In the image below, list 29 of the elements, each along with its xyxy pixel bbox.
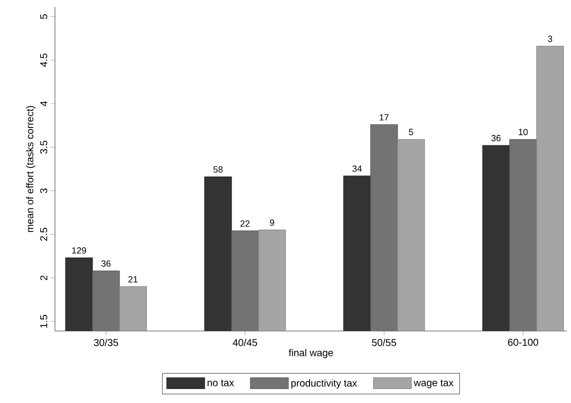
annotation: 58 bbox=[213, 166, 223, 173]
y-tick-label: 4.5 bbox=[40, 54, 48, 67]
y-tick-label: 3.5 bbox=[40, 140, 48, 154]
x-tick-label: 40/45 bbox=[232, 338, 258, 346]
y-tick-label: 2 bbox=[40, 276, 48, 280]
x-tick-label: 30/35 bbox=[94, 338, 118, 346]
annotation: 36 bbox=[101, 260, 111, 267]
annotation: 34 bbox=[352, 165, 362, 172]
y-tick-label: 5 bbox=[40, 14, 48, 19]
y-tick-label: 2.5 bbox=[40, 228, 48, 241]
x-axis-title: final wage bbox=[288, 348, 333, 358]
annotation: 5 bbox=[408, 128, 414, 136]
annotation: 17 bbox=[380, 114, 389, 120]
y-axis-title: mean of effort (tasks correct) bbox=[26, 106, 36, 232]
y-tick-label: 4 bbox=[40, 101, 48, 106]
legend-label: wage tax bbox=[414, 380, 454, 388]
annotation: 36 bbox=[491, 134, 501, 142]
legend-label: no tax bbox=[208, 380, 234, 386]
y-tick-label: 1.5 bbox=[40, 314, 48, 328]
x-tick-label: 50/55 bbox=[372, 338, 396, 346]
annotation: 3 bbox=[548, 36, 552, 42]
annotation: 22 bbox=[240, 220, 250, 227]
y-tick-label: 3 bbox=[40, 188, 48, 194]
annotation: 10 bbox=[518, 128, 528, 136]
annotation: 9 bbox=[270, 219, 274, 226]
x-tick-label: 60-100 bbox=[508, 338, 538, 346]
legend-label: productivity tax bbox=[291, 379, 358, 389]
annotation: 21 bbox=[128, 276, 138, 282]
annotation: 129 bbox=[72, 247, 86, 254]
